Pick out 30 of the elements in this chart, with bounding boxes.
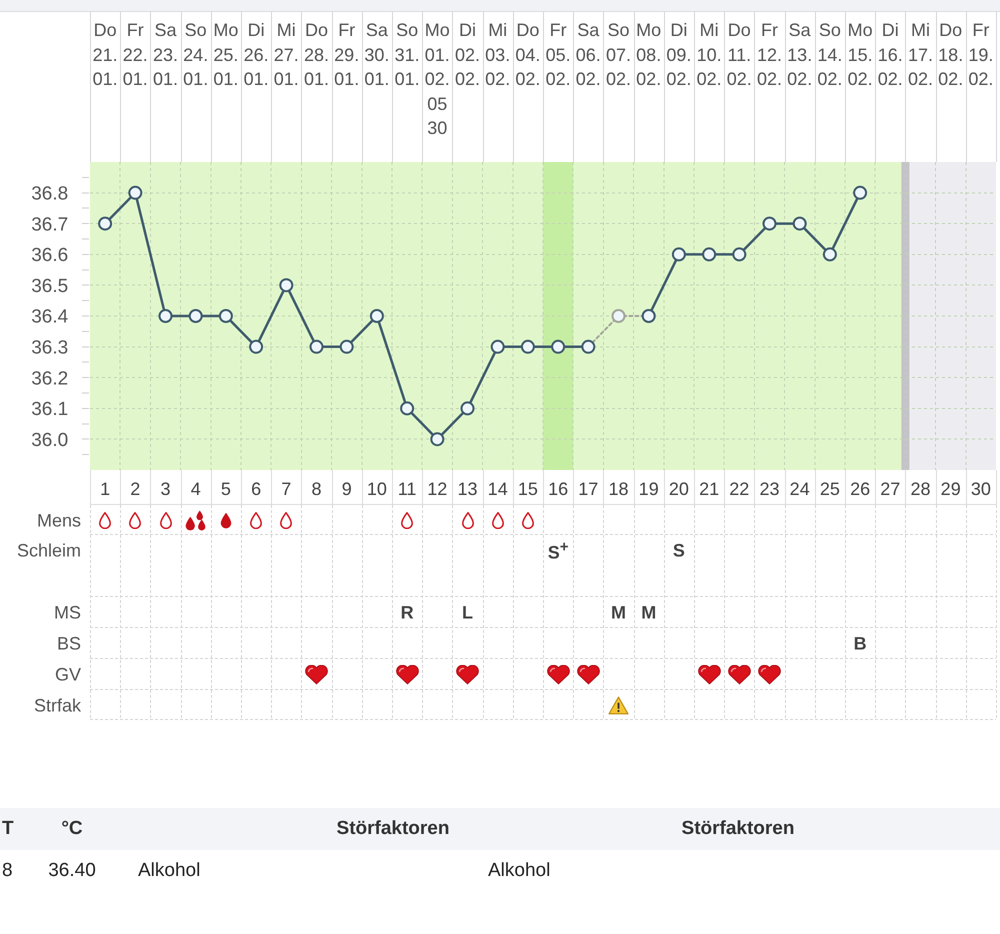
text: S$^{+}$ bbox=[548, 538, 568, 562]
y-tick-label: 36.6 bbox=[31, 245, 68, 266]
category-label: MS bbox=[54, 602, 81, 622]
text: Alkohol bbox=[138, 860, 200, 882]
y-tick-label: 36.8 bbox=[31, 183, 68, 204]
category-label: Störfaktoren bbox=[682, 818, 794, 840]
y-tick-label: 36.2 bbox=[31, 368, 68, 390]
category-label: BS bbox=[56, 633, 81, 654]
y-tick-label: 36.7 bbox=[31, 214, 68, 236]
y-tick-label: 36.4 bbox=[31, 306, 69, 328]
category-label: Mens bbox=[36, 510, 81, 530]
text: B bbox=[854, 633, 867, 654]
category-label: Störfaktoren bbox=[336, 818, 450, 840]
y-tick-label: 36.1 bbox=[31, 399, 68, 420]
text: R bbox=[400, 602, 414, 622]
text: L bbox=[462, 602, 473, 622]
category-label: Schleim bbox=[16, 540, 81, 560]
category-label: GV bbox=[54, 664, 81, 684]
text: M bbox=[641, 602, 656, 622]
text: 36.40 bbox=[48, 860, 96, 882]
category-label: Strfak bbox=[34, 695, 81, 716]
y-tick-label: 36.5 bbox=[31, 276, 68, 297]
text: S bbox=[672, 540, 685, 560]
text: M bbox=[611, 602, 626, 622]
y-tick-label: 36.0 bbox=[31, 430, 68, 451]
category-label: °C bbox=[61, 818, 83, 840]
y-tick-label: 36.3 bbox=[31, 337, 68, 358]
text: Alkohol bbox=[488, 860, 550, 882]
text: 8 bbox=[2, 860, 13, 882]
category-label: T bbox=[2, 818, 14, 840]
